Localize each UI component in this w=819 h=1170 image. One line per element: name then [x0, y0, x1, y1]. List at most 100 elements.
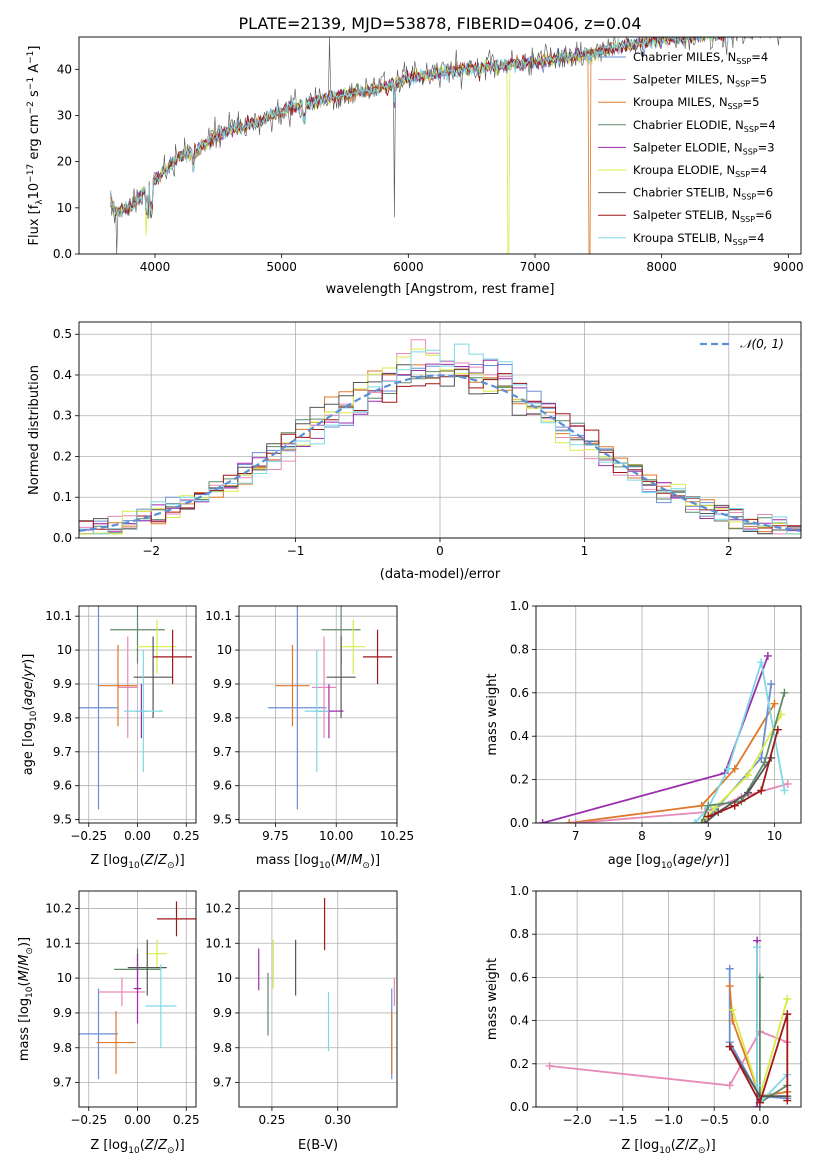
age_vs_mass-ytick-label: 10	[217, 643, 232, 657]
age-vs-mass-xlabel: mass [log10(M/M⊙)]	[256, 853, 380, 871]
weight-marker	[770, 699, 779, 708]
weight_vs_Z-ytick-label: 0.6	[510, 970, 529, 984]
mass_vs_Z-ytick-label: 10.2	[45, 901, 72, 915]
mass_vs_ebv-ytick-label: 10.1	[205, 936, 232, 950]
residuals-ytick-label: 0.4	[53, 368, 72, 382]
age_vs_mass-ytick-label: 9.7	[213, 745, 232, 759]
weight_vs_age-ytick-label: 0.6	[510, 686, 529, 700]
residuals-ytick-label: 0.0	[53, 531, 72, 545]
weight_vs_age-ytick-label: 0.4	[510, 729, 529, 743]
weight-line-chabrier-stelib	[704, 757, 772, 823]
residual-hist-kroupa-stelib	[79, 343, 801, 535]
age_vs_Z-ytick-label: 9.5	[53, 813, 72, 827]
spectrum-ytick-label: 10	[57, 201, 72, 215]
weight_vs_age-ylabel: mass weight	[485, 673, 500, 755]
spectrum-ytick-label: 0.0	[53, 247, 72, 261]
weight-marker	[780, 786, 789, 795]
mass_vs_Z-ytick-label: 9.7	[53, 1076, 72, 1090]
legend-entry: Salpeter STELIB, NSSP=6	[633, 208, 772, 224]
weight-marker	[704, 812, 713, 821]
weight-marker	[728, 1005, 737, 1014]
age_vs_Z-xtick-label: 0.25	[173, 829, 200, 843]
weight_vs_age-frame	[535, 605, 802, 824]
spectrum-ytick-label: 40	[57, 62, 72, 76]
weight-marker	[744, 788, 752, 797]
weight-marker	[783, 995, 792, 1003]
residuals-xtick-label: 2	[725, 544, 733, 558]
weight-marker	[753, 1103, 762, 1107]
mass_vs_Z-axes: −0.25 0.00 0.25 9.7 9.8 9.9 10 10.1 10.2	[45, 891, 200, 1127]
weight-marker	[753, 1081, 762, 1090]
weight-marker	[725, 982, 734, 991]
spectrum-line-kroupa-stelib	[110, 37, 771, 216]
spectrum-ytick-label: 30	[57, 108, 72, 122]
mass-vs-ebv-xlabel: E(B-V)	[298, 1138, 338, 1153]
weight-marker	[565, 819, 574, 823]
residuals-xtick-label: 1	[581, 544, 589, 558]
spectrum-xtick-label: 7000	[520, 260, 551, 274]
mass_vs_ebv-ytick-label: 9.7	[213, 1076, 232, 1090]
age_vs_Z-frame	[78, 605, 197, 824]
mass_vs_ebv-axes: 0.25 0.30 9.7 9.8 9.9 10 10.1 10.2	[205, 891, 397, 1127]
age-vs-Z-xlabel: Z [log10(Z/Z⊙)]	[90, 853, 184, 871]
age_vs_mass-ytick-label: 9.9	[213, 677, 232, 691]
mass_vs_Z-xtick-label: 0.00	[124, 1113, 151, 1127]
legend-entry: Kroupa ELODIE, NSSP=4	[633, 163, 767, 179]
age_vs_Z-ytick-label: 10	[57, 643, 72, 657]
weight-vs-age-xlabel: age [log10(age/yr)]	[608, 853, 730, 871]
age_vs_mass-xtick-label: 10.00	[319, 829, 353, 843]
weight-line-salpeter-stelib	[728, 1013, 789, 1106]
age_vs_Z-ytick-label: 9.7	[53, 745, 72, 759]
mass_vs_ebv-ytick-label: 9.8	[213, 1041, 232, 1055]
age_vs_Z-axes: −0.25 0.00 0.25 9.5 9.6 9.7 9.8 9.9 10 10.1	[45, 606, 200, 843]
figure-content: 4000 5000 6000 7000 8000 90000.010203040wavel…	[17, 36, 804, 1156]
weight_vs_age-xtick-label: 7	[572, 829, 580, 843]
mass-vs-Z-ylabel: mass [log10(M/M⊙)]	[17, 937, 35, 1061]
weight-line-chabrier-miles	[728, 968, 788, 1100]
weight-marker	[755, 1098, 764, 1107]
legend-entry: Salpeter ELODIE, NSSP=3	[633, 140, 775, 156]
residuals-ylabel: Normed distribution	[27, 365, 42, 495]
age_vs_mass-ytick-label: 10.1	[205, 609, 232, 623]
weight_vs_Z-ytick-label: 0.4	[510, 1014, 529, 1028]
weight-marker	[757, 786, 766, 795]
weight_vs_Z-xtick-label: −1.0	[654, 1113, 683, 1127]
weight-marker	[704, 801, 713, 810]
mass_vs_ebv-ytick-label: 9.9	[213, 1006, 232, 1020]
weight-marker	[700, 819, 709, 823]
weight-marker	[725, 1042, 734, 1051]
weight_vs_Z-ytick-label: 0.8	[510, 927, 529, 941]
age_vs_mass-xtick-label: 9.75	[262, 829, 289, 843]
age_vs_Z-ytick-label: 9.6	[53, 779, 72, 793]
weight-marker	[571, 819, 580, 823]
age_vs_Z-ytick-label: 9.9	[53, 677, 72, 691]
age_vs_mass-ytick-label: 9.8	[213, 711, 232, 725]
weight_vs_Z-ytick-label: 0.0	[510, 1100, 529, 1114]
weight-marker	[783, 1096, 792, 1105]
residuals-frame	[78, 321, 802, 539]
legend-entry: Chabrier STELIB, NSSP=6	[633, 186, 773, 202]
age_vs_Z-ytick-label: 9.8	[53, 711, 72, 725]
mass_vs_Z-ytick-label: 9.9	[53, 1006, 72, 1020]
legend-entry: Chabrier MILES, NSSP=4	[633, 50, 768, 66]
weight-marker	[780, 688, 789, 697]
legend-entry: Kroupa MILES, NSSP=5	[633, 95, 759, 111]
residuals-xtick-label: 0	[436, 544, 444, 558]
weight-line-salpeter-elodie	[542, 655, 769, 823]
weight_vs_Z-ytick-label: 1.0	[510, 884, 529, 898]
weight-marker	[691, 819, 699, 823]
mass_vs_ebv-xtick-label: 0.25	[259, 1113, 286, 1127]
age_vs_mass-frame	[238, 605, 398, 824]
weight_vs_Z-ytick-label: 0.2	[510, 1057, 529, 1071]
spectrum-xlabel: wavelength [Angstrom, rest frame]	[326, 282, 555, 297]
mass-vs-Z-xlabel: Z [log10(Z/Z⊙)]	[90, 1138, 184, 1156]
weight_vs_age-ytick-label: 1.0	[510, 599, 529, 613]
weight-marker	[783, 1010, 792, 1019]
age_vs_Z-xtick-label: 0.00	[124, 829, 151, 843]
weight_vs_age-ytick-label: 0.0	[510, 816, 529, 830]
weight-marker	[767, 680, 776, 689]
weight-marker	[538, 819, 547, 823]
residuals-ytick-label: 0.2	[53, 449, 72, 463]
spectrum-xtick-label: 9000	[773, 260, 804, 274]
